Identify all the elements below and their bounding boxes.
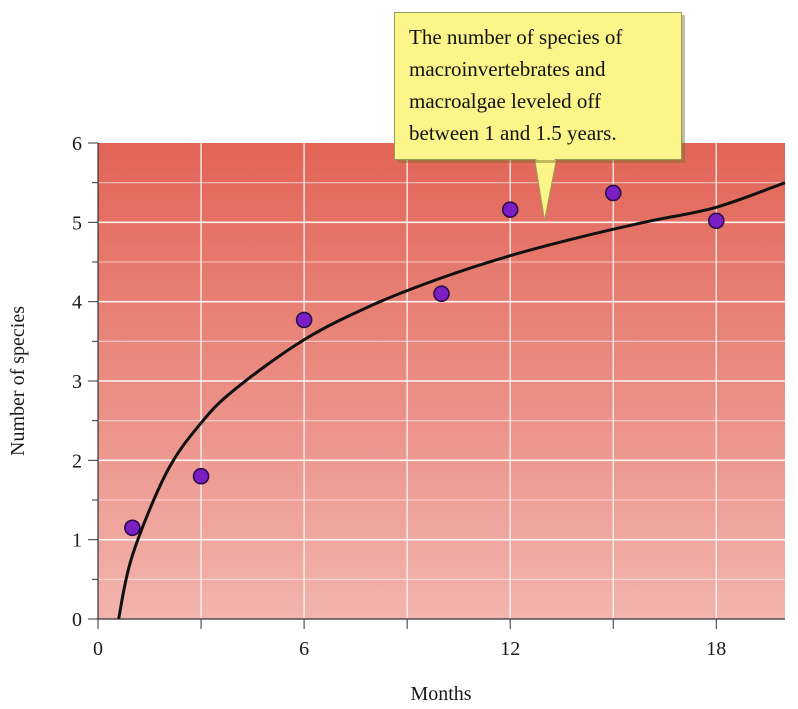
annotation-callout: The number of species of macroinvertebra… [394,12,682,160]
y-tick-label: 0 [72,609,82,631]
y-axis-title: Number of species [7,306,29,456]
y-tick-label: 4 [72,292,82,314]
data-point [192,467,210,485]
y-tick-label: 5 [72,212,82,234]
data-point [124,519,141,537]
data-point [501,201,519,218]
callout-line-1: The number of species of [409,25,623,49]
callout-line-3: macroalgae leveled off [409,89,602,113]
x-axis-title: Months [410,683,471,705]
data-points [124,184,725,537]
callout-line-2: macroinvertebrates and [409,57,606,81]
y-tick-label: 2 [72,450,82,472]
y-tick-label: 3 [72,371,82,393]
trend-curve [117,181,786,620]
x-tick-label: 6 [299,638,309,660]
data-point [433,285,450,303]
y-tick-label: 6 [72,133,82,155]
data-point [295,311,313,329]
data-point [707,212,725,230]
x-tick-label: 12 [500,638,520,660]
data-point [604,184,622,202]
x-tick-label: 18 [706,638,726,660]
axes [88,142,785,629]
y-tick-label: 1 [72,530,82,552]
callout-line-4: between 1 and 1.5 years. [409,121,617,145]
x-tick-label: 0 [93,638,103,660]
